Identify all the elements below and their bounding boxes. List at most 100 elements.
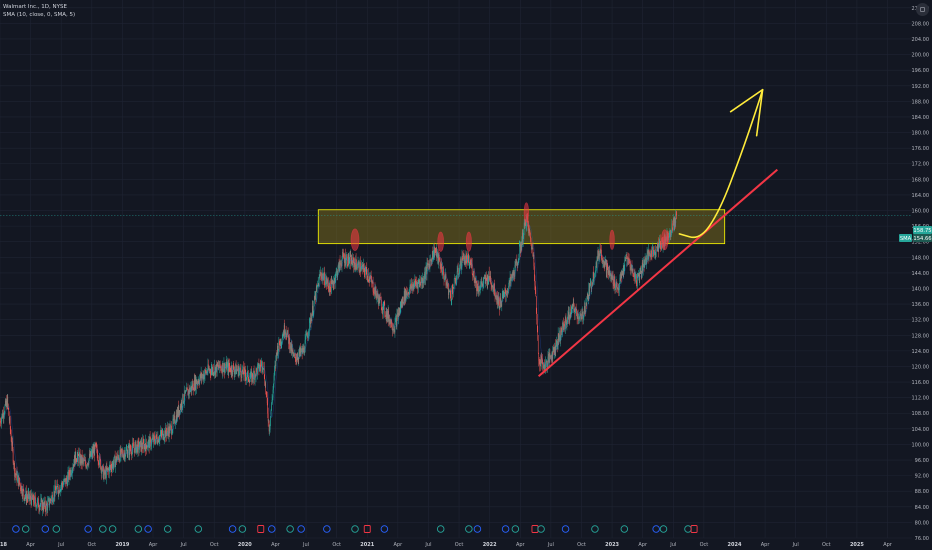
candle-body bbox=[562, 322, 563, 333]
candle-body bbox=[634, 271, 635, 277]
candle-body bbox=[312, 305, 314, 315]
candle-body bbox=[55, 485, 56, 491]
candle-body bbox=[628, 258, 629, 260]
candle-body bbox=[501, 294, 503, 302]
candle-body bbox=[428, 263, 430, 265]
candle-body bbox=[106, 467, 107, 479]
candle-body bbox=[390, 319, 392, 324]
event-marker-split bbox=[257, 525, 265, 533]
symbol-title[interactable]: Walmart Inc., 1D, NYSE bbox=[3, 4, 67, 10]
candle-body bbox=[341, 259, 343, 267]
candle-body bbox=[432, 251, 433, 263]
candle-body bbox=[477, 290, 479, 293]
candle-body bbox=[326, 277, 327, 285]
candle-body bbox=[601, 257, 603, 260]
candle-body bbox=[501, 301, 503, 307]
candle-body bbox=[138, 440, 139, 442]
candle-body bbox=[83, 459, 85, 462]
time-tick-label: Oct bbox=[210, 542, 219, 548]
candle-body bbox=[202, 374, 203, 377]
candle-body bbox=[127, 453, 129, 458]
candle-body bbox=[289, 348, 291, 350]
candle-body bbox=[462, 255, 463, 260]
candle-body bbox=[208, 368, 210, 370]
candle-body bbox=[394, 322, 396, 333]
candle-body bbox=[324, 272, 325, 285]
candle-body bbox=[417, 280, 419, 289]
candle-body bbox=[437, 252, 439, 263]
candle-body bbox=[24, 497, 26, 500]
candle-body bbox=[274, 370, 275, 376]
candle-body bbox=[451, 289, 453, 300]
candle-body bbox=[225, 367, 226, 368]
candle-body bbox=[21, 486, 23, 494]
candle-body bbox=[395, 318, 397, 320]
candle-body bbox=[653, 247, 654, 252]
candle-body bbox=[621, 273, 622, 278]
price-axis[interactable]: 76.00 80.00 84.00 88.00 92.00 96.00 100.00 104.… bbox=[912, 6, 930, 542]
candle-body bbox=[72, 467, 74, 469]
candle-body bbox=[272, 389, 274, 398]
candle-body bbox=[168, 426, 170, 437]
candle-body bbox=[160, 431, 162, 435]
candle-body bbox=[31, 493, 33, 498]
candle-body bbox=[415, 281, 417, 285]
candle-body bbox=[302, 348, 303, 354]
candle-body bbox=[87, 463, 88, 467]
candle-body bbox=[597, 250, 599, 261]
candle-body bbox=[295, 353, 296, 358]
candle-body bbox=[295, 357, 297, 361]
candle-body bbox=[550, 356, 551, 357]
candle-body bbox=[135, 441, 137, 453]
candle-body bbox=[479, 289, 481, 291]
time-tick-label: Jul bbox=[302, 542, 309, 548]
candle-body bbox=[20, 484, 21, 489]
time-axis[interactable]: 2018 Apr Jul Oct 2019 Apr Jul Oct 2020 Apr Jul Oct 2… bbox=[0, 542, 893, 548]
candle-body bbox=[608, 270, 609, 276]
time-tick-label: Oct bbox=[700, 542, 709, 548]
candle-body bbox=[367, 273, 369, 279]
candle-body bbox=[589, 285, 591, 294]
settings-icon[interactable] bbox=[916, 3, 929, 16]
candle-body bbox=[652, 247, 653, 257]
candle-body bbox=[207, 372, 208, 374]
candle-body bbox=[453, 278, 455, 289]
candle-body bbox=[335, 272, 336, 280]
candle-body bbox=[337, 272, 338, 278]
candle-body bbox=[524, 220, 526, 226]
candle-body bbox=[487, 280, 489, 285]
candle-body bbox=[250, 372, 251, 378]
candle-body bbox=[431, 259, 432, 262]
candle-body bbox=[483, 277, 485, 282]
candle-body bbox=[623, 266, 625, 272]
candle-body bbox=[632, 268, 633, 272]
candle-body bbox=[3, 412, 4, 418]
candle-body bbox=[452, 289, 454, 295]
event-marker-dividend bbox=[228, 525, 237, 533]
candle-body bbox=[253, 370, 254, 380]
candle-body bbox=[638, 274, 640, 276]
candle-body bbox=[514, 276, 515, 277]
candle-body bbox=[171, 433, 173, 435]
event-marker-earnings bbox=[659, 525, 668, 533]
candle-body bbox=[402, 297, 404, 304]
candle-body bbox=[478, 286, 480, 292]
candle-body bbox=[279, 344, 281, 346]
candle-body bbox=[334, 279, 336, 284]
candle-body bbox=[447, 283, 449, 287]
candle-body bbox=[200, 374, 201, 379]
candle-body bbox=[568, 312, 569, 315]
candle-body bbox=[243, 374, 245, 377]
candle-body bbox=[376, 295, 378, 299]
candle-body bbox=[337, 265, 339, 273]
candle-body bbox=[649, 253, 651, 256]
candle-body bbox=[371, 279, 372, 284]
candle-body bbox=[658, 245, 660, 252]
candle-body bbox=[327, 279, 329, 284]
candle-body bbox=[228, 363, 230, 368]
indicator-title[interactable]: SMA (10, close, 0, SMA, 5) bbox=[3, 12, 76, 18]
candle-body bbox=[616, 282, 617, 288]
candle-body bbox=[5, 400, 7, 405]
candle-body bbox=[511, 274, 513, 279]
